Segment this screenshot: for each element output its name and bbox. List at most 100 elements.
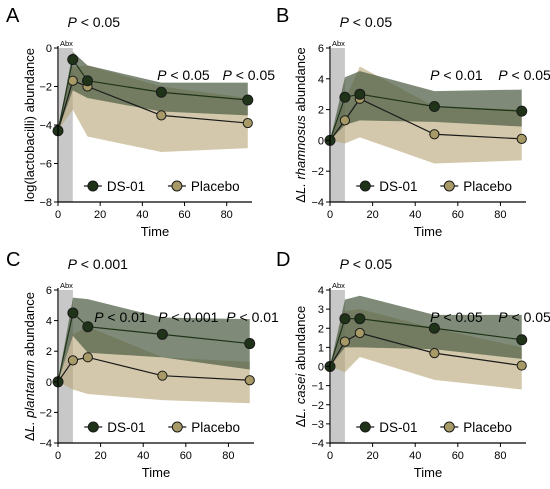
p-value: P < 0.05 xyxy=(498,309,550,325)
x-tick-label: 60 xyxy=(452,450,464,462)
legend-label: Placebo xyxy=(191,420,240,435)
y-axis-label-text: abundance xyxy=(293,47,308,115)
legend-marker xyxy=(359,180,371,192)
legend-marker xyxy=(87,421,99,433)
x-tick-label: 0 xyxy=(327,450,333,462)
p-value-text: < 0.001 xyxy=(77,256,128,272)
y-axis-label: log(lactobacilli) abundance xyxy=(22,48,37,202)
legend: DS-01 Placebo xyxy=(356,420,512,435)
legend: DS-01 Placebo xyxy=(356,179,512,194)
y-axis-label: ΔL. rhamnosus abundance xyxy=(293,47,308,202)
legend-marker xyxy=(443,421,455,433)
legend-label: Placebo xyxy=(463,179,512,194)
x-tick-label: 0 xyxy=(55,450,61,462)
legend-marker xyxy=(171,180,183,192)
y-tick-label: −4 xyxy=(39,438,52,450)
delta-symbol: Δ xyxy=(22,432,37,441)
y-tick-label: 4 xyxy=(46,316,52,328)
p-symbol: P xyxy=(340,256,350,272)
x-tick-label: 0 xyxy=(327,209,333,221)
x-tick-label: 40 xyxy=(409,450,421,462)
x-tick-label: 80 xyxy=(494,209,506,221)
p-value-text: < 0.05 xyxy=(508,67,550,83)
panel-letter: C xyxy=(6,249,20,271)
p-value: P < 0.001 xyxy=(158,309,219,325)
x-tick-label: 80 xyxy=(221,209,233,221)
y-tick-label: 0 xyxy=(46,43,52,55)
y-tick-label: −2 xyxy=(39,82,52,94)
x-tick-label: 40 xyxy=(409,209,421,221)
point-placebo xyxy=(244,375,255,386)
point-ds01 xyxy=(67,54,79,66)
p-value-text: < 0.01 xyxy=(104,309,147,325)
point-placebo xyxy=(429,129,440,140)
p-value-text: < 0.05 xyxy=(349,14,392,30)
p-symbol: P xyxy=(67,14,77,30)
p-value: P < 0.05 xyxy=(67,14,120,30)
point-ds01 xyxy=(67,307,79,319)
p-value: P < 0.05 xyxy=(222,67,275,83)
y-axis-label-text: abundance xyxy=(22,292,37,360)
x-tick-label: 20 xyxy=(366,450,378,462)
y-tick-label: −3 xyxy=(311,419,324,431)
legend-label: Placebo xyxy=(463,420,512,435)
p-value-text: < 0.01 xyxy=(439,67,482,83)
panel-letter: B xyxy=(276,5,289,27)
point-placebo xyxy=(429,348,440,359)
point-ds01 xyxy=(242,94,254,106)
point-ds01 xyxy=(354,313,366,325)
panel-a: A Abx −8 −6 −4 −2 0 0 20 40 60 80 Time log(lactobacil… xyxy=(6,5,275,239)
legend-label: DS-01 xyxy=(379,420,417,435)
x-axis-label: Time xyxy=(141,224,169,239)
p-symbol: P xyxy=(68,256,78,272)
x-tick-label: 40 xyxy=(136,209,148,221)
y-tick-label: 1 xyxy=(318,342,324,354)
legend-marker xyxy=(171,421,183,433)
p-symbol: P xyxy=(158,309,168,325)
y-tick-label: 0 xyxy=(318,362,324,374)
x-tick-label: 20 xyxy=(94,209,106,221)
panel-letter: D xyxy=(276,249,290,271)
p-value-text: < 0.05 xyxy=(232,67,275,83)
x-tick-label: 0 xyxy=(55,209,61,221)
y-axis-label: ΔL. plantarum abundance xyxy=(22,292,37,441)
band-ds01 xyxy=(58,297,250,382)
p-value-text: < 0.01 xyxy=(236,309,279,325)
y-tick-label: 6 xyxy=(46,285,52,297)
y-tick-label: −6 xyxy=(39,159,52,171)
x-tick-label: 80 xyxy=(494,450,506,462)
y-axis-label-text: abundance xyxy=(293,306,308,374)
band-ds01 xyxy=(330,71,522,141)
delta-symbol: Δ xyxy=(293,194,308,203)
p-value: P < 0.05 xyxy=(340,256,393,272)
y-tick-label: 0 xyxy=(318,135,324,147)
p-symbol: P xyxy=(222,67,232,83)
x-tick-label: 60 xyxy=(178,209,190,221)
p-value-text: < 0.05 xyxy=(77,14,120,30)
legend-label: DS-01 xyxy=(107,420,145,435)
x-tick-label: 80 xyxy=(222,450,234,462)
legend-marker xyxy=(443,180,455,192)
abx-label: Abx xyxy=(60,39,73,48)
p-symbol: P xyxy=(340,14,350,30)
point-ds01 xyxy=(428,322,440,334)
y-tick-label: −8 xyxy=(39,197,52,209)
p-value-text: < 0.001 xyxy=(167,309,218,325)
point-ds01 xyxy=(516,105,528,117)
point-placebo xyxy=(157,370,168,381)
y-tick-label: −2 xyxy=(311,400,324,412)
p-symbol: P xyxy=(430,309,440,325)
y-tick-label: −2 xyxy=(39,407,52,419)
p-symbol: P xyxy=(94,309,104,325)
legend-label: Placebo xyxy=(191,179,240,194)
p-value: P < 0.05 xyxy=(498,67,550,83)
species-name: L. rhamnosus xyxy=(293,115,308,194)
p-value-text: < 0.05 xyxy=(349,256,392,272)
p-value: P < 0.01 xyxy=(226,309,279,325)
point-placebo xyxy=(156,110,167,121)
point-ds01 xyxy=(354,88,366,100)
p-value-text: < 0.05 xyxy=(508,309,550,325)
y-tick-label: −4 xyxy=(39,120,52,132)
